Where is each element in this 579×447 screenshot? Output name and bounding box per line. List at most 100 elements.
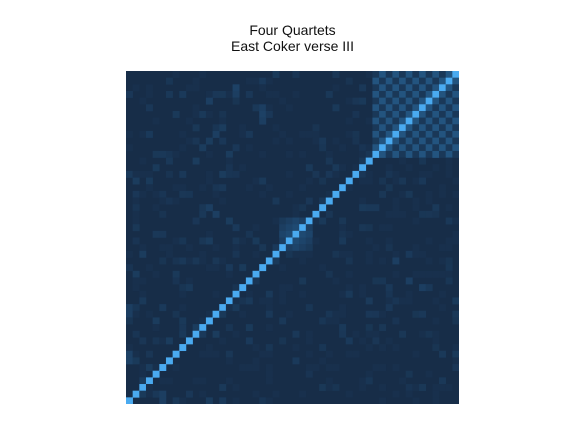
- heatmap-plot: [126, 71, 459, 404]
- heatmap-cell: [259, 244, 267, 252]
- heatmap-cell: [259, 177, 267, 185]
- heatmap-cell: [365, 377, 373, 385]
- heatmap-cell: [139, 377, 147, 385]
- heatmap-cell: [192, 257, 200, 265]
- heatmap-cell: [245, 290, 253, 298]
- heatmap-cell: [192, 157, 200, 165]
- heatmap-cell: [419, 310, 426, 318]
- heatmap-cell: [425, 84, 433, 92]
- heatmap-cell: [445, 217, 453, 225]
- heatmap-cell: [445, 244, 453, 252]
- heatmap-cell: [132, 277, 140, 285]
- heatmap-cell: [365, 370, 373, 378]
- heatmap-cell: [439, 304, 446, 312]
- heatmap-cell: [292, 250, 300, 258]
- heatmap-cell: [412, 197, 420, 205]
- heatmap-cell: [152, 370, 160, 378]
- heatmap-cell: [299, 230, 307, 238]
- heatmap-cell: [152, 390, 160, 398]
- heatmap-cell: [292, 224, 300, 232]
- heatmap-cell: [199, 204, 207, 212]
- heatmap-cell: [439, 244, 446, 252]
- heatmap-cell: [272, 217, 280, 225]
- heatmap-cell: [299, 390, 307, 398]
- heatmap-cell: [372, 104, 380, 112]
- heatmap-cell: [259, 104, 267, 112]
- heatmap-cell: [432, 297, 440, 305]
- heatmap-cell: [199, 237, 207, 245]
- heatmap-cell: [265, 184, 273, 192]
- heatmap-cell: [359, 144, 367, 152]
- heatmap-cell: [265, 257, 273, 265]
- heatmap-cell: [392, 177, 400, 185]
- heatmap-cell: [232, 250, 240, 258]
- heatmap-cell: [385, 304, 393, 312]
- heatmap-cell: [359, 204, 367, 212]
- heatmap-cell: [179, 397, 187, 404]
- heatmap-cell: [305, 364, 313, 371]
- heatmap-cell: [126, 344, 133, 352]
- heatmap-cell: [292, 330, 300, 338]
- heatmap-cell: [419, 144, 426, 152]
- heatmap-cell: [192, 377, 200, 385]
- heatmap-cell: [359, 97, 367, 105]
- heatmap-cell: [392, 210, 400, 218]
- heatmap-cell: [439, 350, 446, 358]
- heatmap-cell: [432, 397, 440, 404]
- heatmap-cell: [179, 324, 187, 332]
- heatmap-cell: [139, 130, 147, 138]
- heatmap-cell: [212, 210, 220, 218]
- heatmap-cell: [145, 170, 153, 178]
- heatmap-cell: [412, 77, 420, 85]
- heatmap-cell: [405, 117, 413, 125]
- heatmap-cell: [212, 310, 220, 318]
- heatmap-cell: [245, 337, 253, 345]
- heatmap-cell: [379, 117, 387, 125]
- heatmap-cell: [392, 90, 400, 98]
- heatmap-cell: [139, 290, 147, 298]
- heatmap-cell: [145, 377, 153, 385]
- heatmap-cell: [192, 217, 200, 225]
- heatmap-cell: [145, 390, 153, 398]
- heatmap-cell: [245, 130, 253, 138]
- heatmap-cell: [399, 177, 407, 185]
- heatmap-cell: [439, 117, 446, 125]
- heatmap-cell: [379, 257, 387, 265]
- heatmap-cell: [392, 137, 400, 145]
- heatmap-cell: [299, 130, 307, 138]
- heatmap-cell: [212, 90, 220, 98]
- heatmap-cell: [272, 197, 280, 205]
- heatmap-cell: [152, 150, 160, 158]
- heatmap-cell: [299, 237, 307, 245]
- heatmap-cell: [345, 337, 353, 345]
- heatmap-cell: [385, 164, 393, 172]
- heatmap-cell: [359, 164, 367, 172]
- heatmap-cell: [385, 84, 393, 92]
- heatmap-cell: [185, 190, 193, 198]
- heatmap-cell: [445, 157, 453, 165]
- heatmap-cell: [439, 104, 446, 112]
- heatmap-cell: [212, 184, 220, 192]
- heatmap-cell: [345, 97, 353, 105]
- heatmap-cell: [425, 270, 433, 278]
- heatmap-cell: [339, 217, 347, 225]
- heatmap-cell: [312, 137, 320, 145]
- heatmap-cell: [399, 210, 407, 218]
- heatmap-cell: [412, 71, 420, 78]
- heatmap-cell: [379, 190, 387, 198]
- heatmap-cell: [259, 190, 267, 198]
- heatmap-cell: [165, 244, 173, 252]
- heatmap-cell: [405, 164, 413, 172]
- heatmap-cell: [259, 350, 267, 358]
- heatmap-cell: [172, 270, 180, 278]
- heatmap-cell: [385, 71, 393, 78]
- heatmap-cell: [185, 137, 193, 145]
- heatmap-cell: [285, 230, 293, 238]
- heatmap-cell: [219, 384, 227, 391]
- heatmap-cell: [145, 84, 153, 92]
- heatmap-cell: [232, 144, 240, 152]
- heatmap-cell: [452, 344, 459, 352]
- heatmap-cell: [339, 304, 347, 312]
- heatmap-cell: [445, 137, 453, 145]
